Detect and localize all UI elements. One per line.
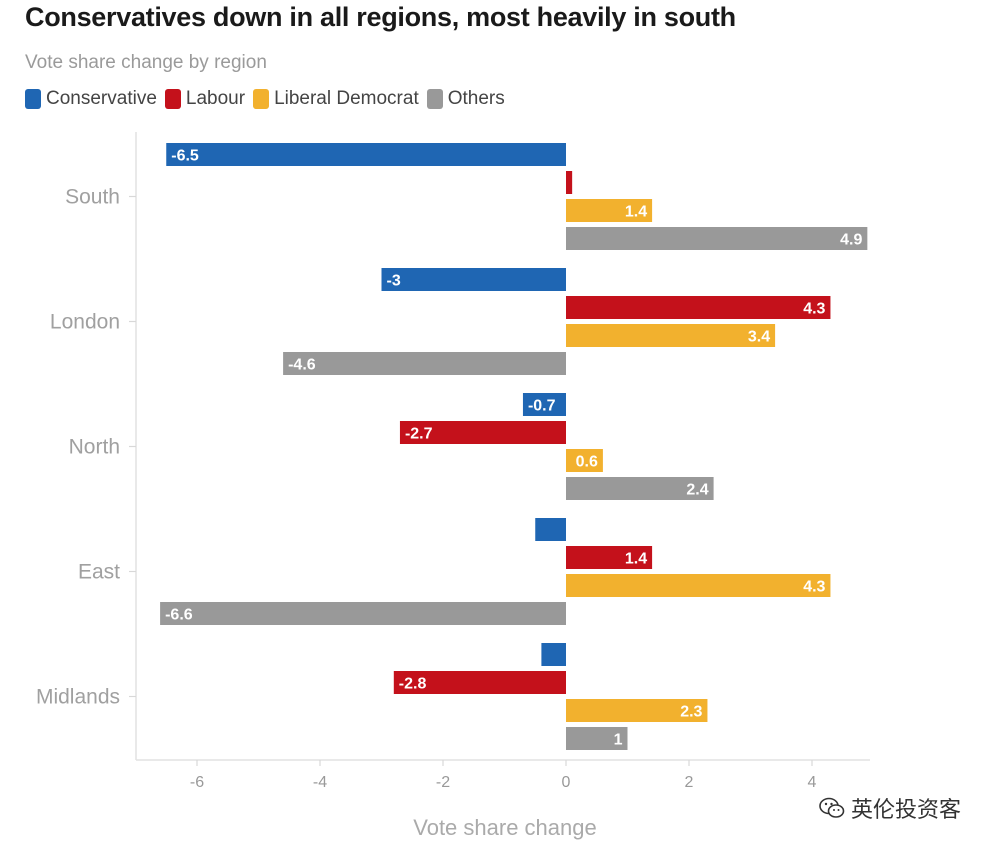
data-label-east-liberal-democrat: 4.3 [803,579,825,596]
data-label-south-conservative: -6.5 [171,148,199,165]
data-label-london-others: -4.6 [288,357,316,374]
category-label-london: London [50,311,120,334]
watermark-text: 英伦投资客 [850,797,961,822]
category-label-north: North [69,436,120,459]
legend-swatch-labour [164,89,181,109]
legend-item-liberal-democrat: Liberal Democrat [253,88,419,110]
bar-south-others [566,227,868,250]
category-label-east: East [78,561,120,584]
data-label-midlands-liberal-democrat: 2.3 [680,704,702,721]
data-label-north-others: 2.4 [686,482,708,499]
data-label-south-others: 4.9 [840,232,862,249]
legend-item-others: Others [426,88,505,110]
legend-label-labour: Labour [185,88,246,109]
wechat-icon [819,797,845,818]
x-tick-label: 4 [808,774,817,791]
bar-east-others [160,602,566,625]
bar-london-others [283,352,566,375]
category-label-south: South [65,186,120,209]
category-label-midlands: Midlands [36,686,120,709]
bar-south-conservative [166,143,566,166]
data-label-midlands-others: 1 [614,732,623,749]
x-axis-title: Vote share change [413,815,596,840]
bar-midlands-conservative [541,643,566,666]
data-label-london-labour: 4.3 [803,301,825,318]
bar-midlands-others [566,727,628,750]
bar-east-liberal-democrat [566,574,831,597]
bar-east-labour [566,546,653,569]
bar-north-conservative [522,393,566,416]
x-tick-label: 2 [685,774,694,791]
legend-label-others: Others [447,88,505,109]
x-tick-label: -4 [313,774,327,791]
data-label-midlands-labour: -2.8 [399,676,427,693]
bar-london-labour [566,296,831,319]
bar-london-conservative [381,268,566,291]
data-label-east-others: -6.6 [165,607,193,624]
data-label-north-labour: -2.7 [405,426,433,443]
data-label-south-liberal-democrat: 1.4 [625,204,647,221]
watermark: 英伦投资客 [819,792,961,824]
bar-midlands-liberal-democrat [566,699,708,722]
bar-north-liberal-democrat [566,449,603,472]
data-label-north-liberal-democrat: 0.6 [576,454,598,471]
bar-midlands-labour [393,671,566,694]
data-label-north-conservative: -0.7 [528,398,556,415]
x-tick-label: -2 [436,774,450,791]
bar-south-liberal-democrat [566,199,653,222]
chart-subtitle: Vote share change by region [25,52,267,73]
x-tick-label: 0 [562,774,571,791]
legend-label-liberal-democrat: Liberal Democrat [274,88,419,109]
bar-north-others [566,477,714,500]
legend-item-labour: Labour [164,88,246,110]
data-label-london-liberal-democrat: 3.4 [748,329,770,346]
bar-south-labour [566,171,573,194]
x-tick-label: -6 [190,774,204,791]
data-label-east-labour: 1.4 [625,551,647,568]
legend-swatch-liberal-democrat [253,89,270,109]
bar-east-conservative [535,518,566,541]
legend: Conservative Labour Liberal Democrat Oth… [25,88,513,110]
bar-london-liberal-democrat [566,324,776,347]
chart-title: Conservatives down in all regions, most … [25,2,736,32]
legend-swatch-conservative [25,89,41,109]
bar-north-labour [399,421,566,444]
legend-label-conservative: Conservative [46,88,157,109]
data-label-london-conservative: -3 [387,273,401,290]
legend-item-conservative: Conservative [25,88,157,110]
legend-swatch-others [426,89,443,109]
